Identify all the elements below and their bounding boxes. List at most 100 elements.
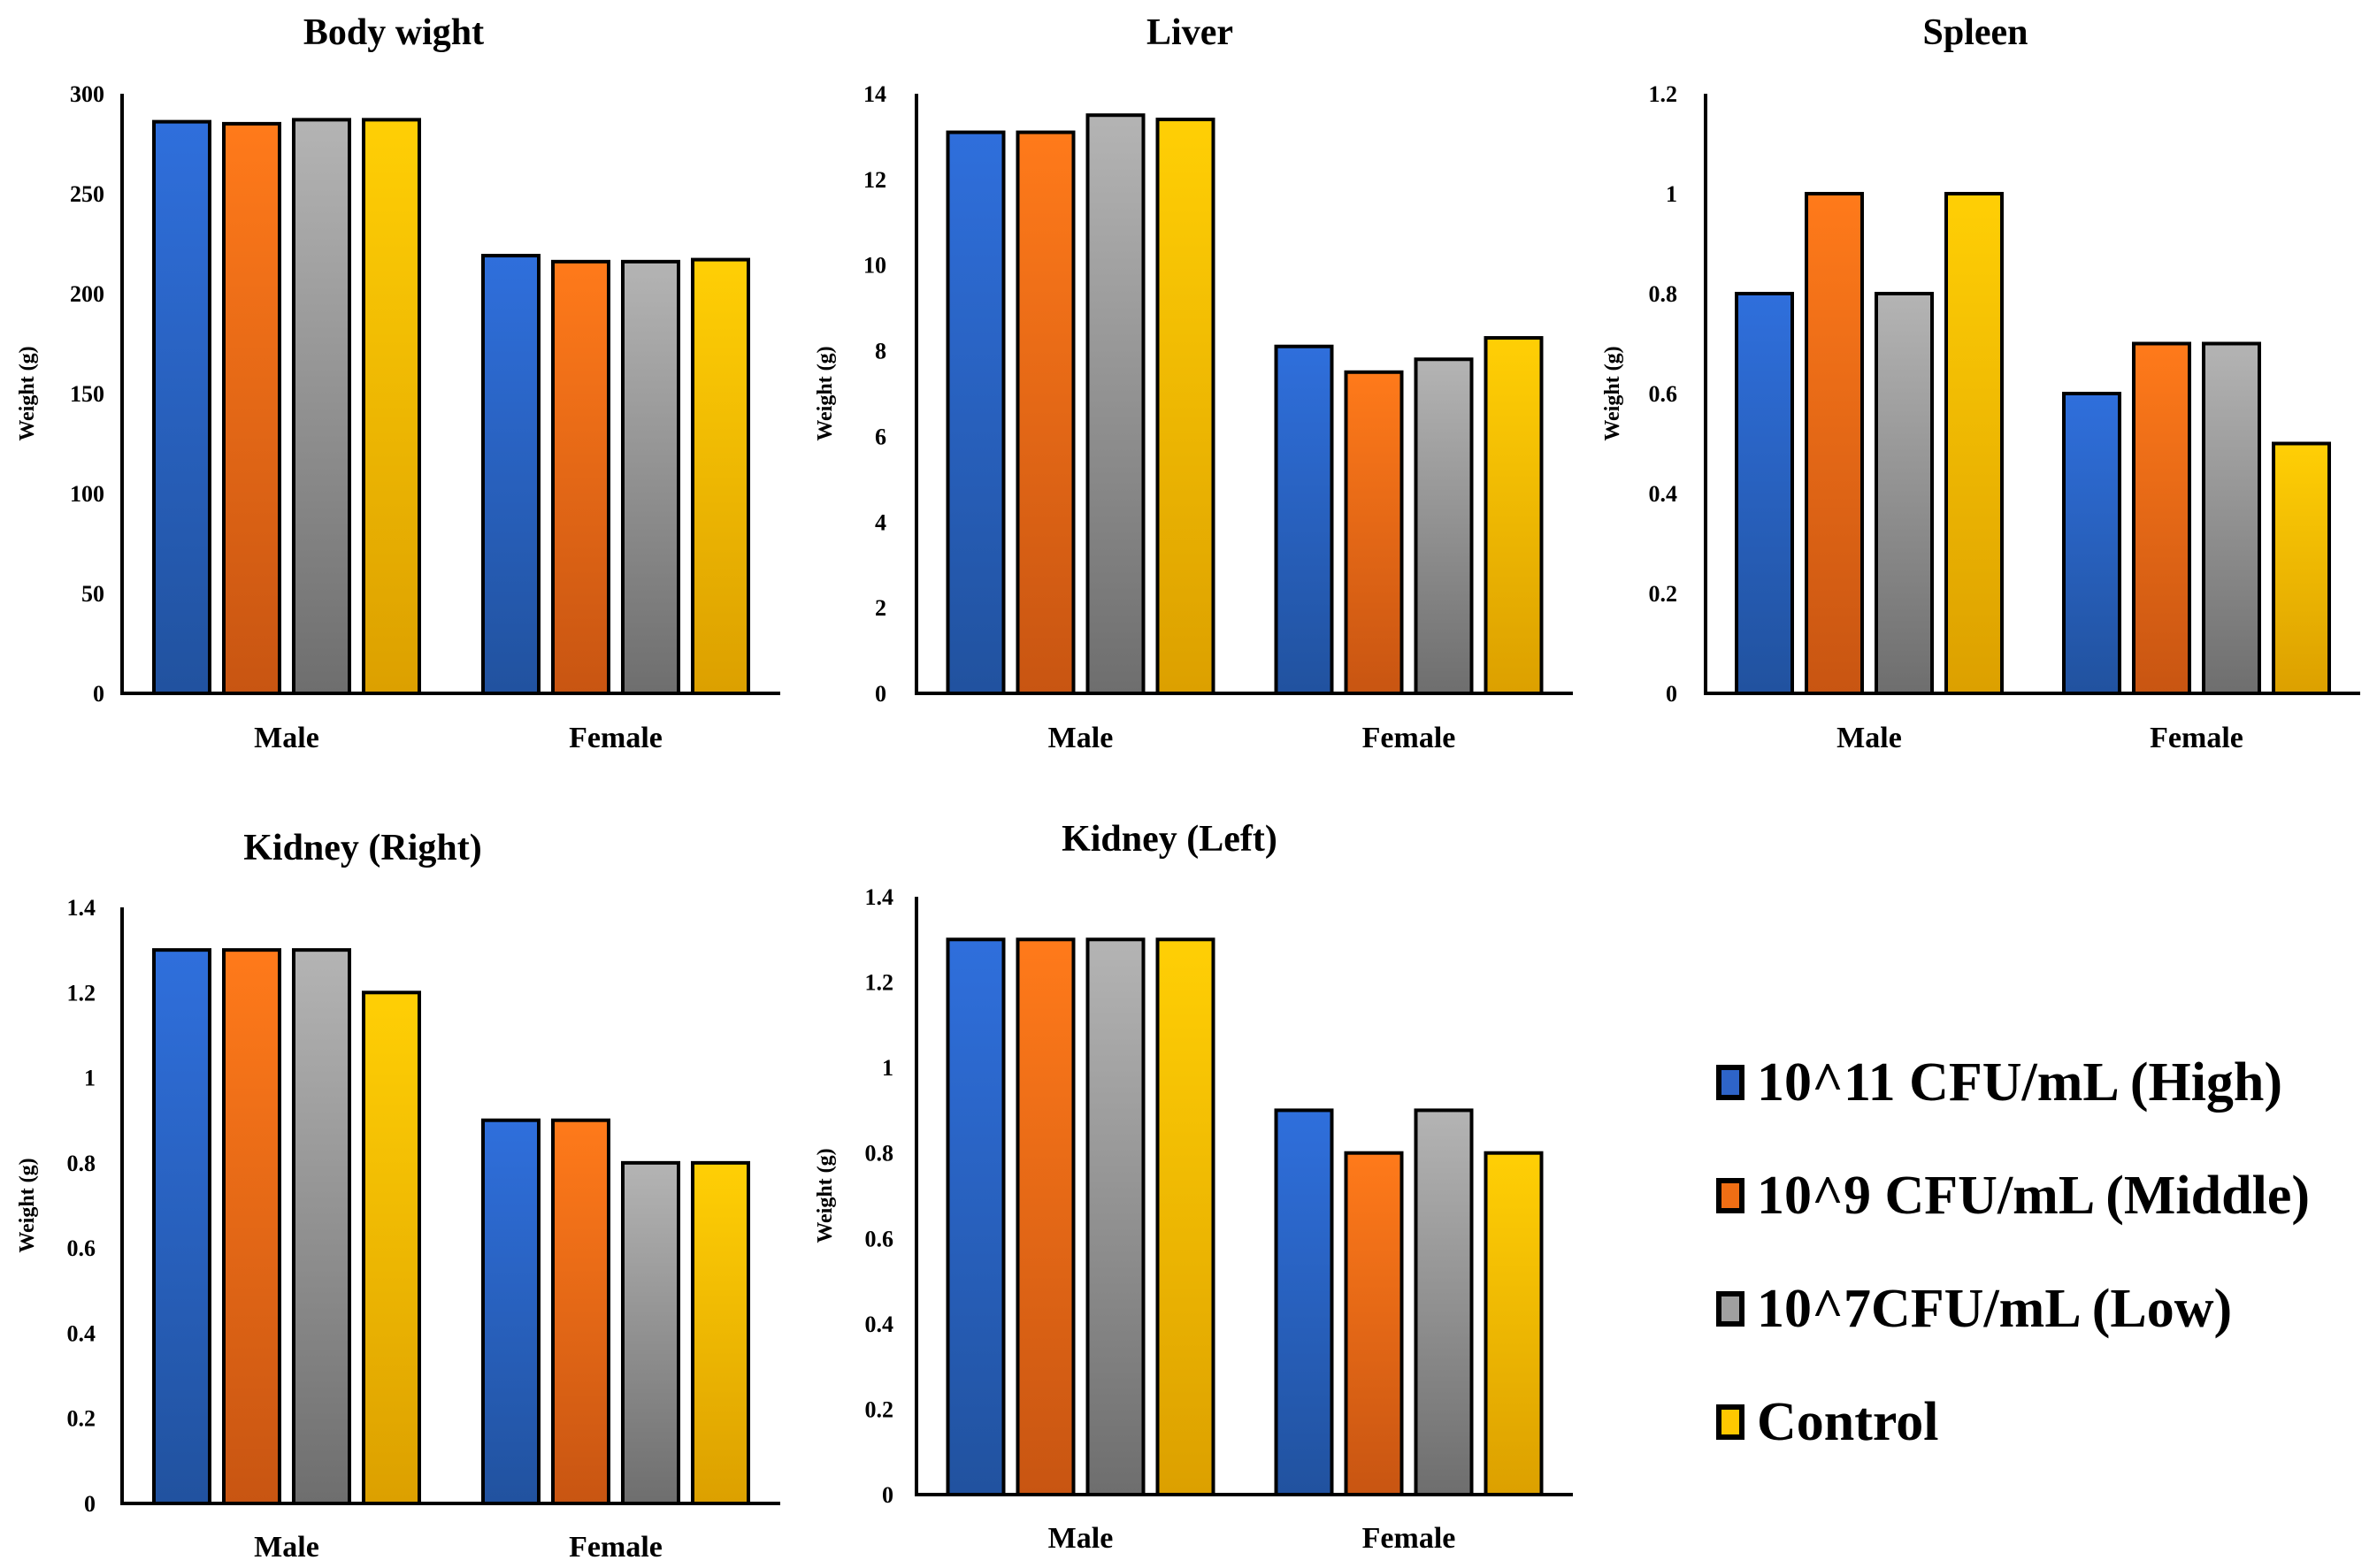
- bar-male-series-3: [292, 118, 351, 695]
- legend-swatch: [1716, 1404, 1744, 1440]
- x-category-label: Male: [254, 722, 319, 754]
- y-tick-label: 0: [1666, 681, 1677, 707]
- y-tick-label: 6: [875, 424, 886, 449]
- chart-title: Body wight: [303, 12, 484, 53]
- bar-male-series-4: [362, 118, 421, 695]
- bar-female-series-1: [2062, 392, 2121, 695]
- legend-label: 10^9 CFU/mL (Middle): [1757, 1165, 2310, 1226]
- chart-5: Kidney (Left) Weight (g) 0 0.2 0.4 0.6 0.8 1 1.2…: [814, 819, 1573, 1555]
- chart-title: Spleen: [1922, 12, 2028, 53]
- x-category-label: Female: [2150, 722, 2243, 754]
- bar-male-series-4: [1155, 937, 1215, 1497]
- bar-female-series-4: [691, 1160, 750, 1506]
- y-tick-label: 0: [882, 1482, 893, 1508]
- bar-male-series-4: [362, 991, 421, 1506]
- legend-label: 10^11 CFU/mL (High): [1757, 1052, 2283, 1113]
- bar-male-series-1: [152, 119, 211, 695]
- y-tick-label: 0.6: [67, 1235, 96, 1261]
- y-tick-label: 1.4: [865, 884, 894, 910]
- y-tick-label: 0.2: [1649, 581, 1678, 607]
- chart-title: Kidney (Right): [243, 828, 482, 868]
- bar-male-series-2: [222, 121, 281, 695]
- chart-1: Body wight Weight (g) 0 50 100 150 200 250 300 Ma…: [16, 12, 780, 754]
- y-tick-label: 1.2: [67, 980, 96, 1006]
- legend-swatch: [1716, 1291, 1744, 1327]
- x-category-label: Male: [1836, 722, 1902, 754]
- y-tick-label: 250: [70, 181, 104, 207]
- y-axis-label: Weight (g): [16, 1158, 39, 1252]
- y-tick-label: 1: [882, 1055, 893, 1081]
- bar-male-series-1: [946, 130, 1006, 696]
- bar-female-series-4: [2272, 441, 2331, 695]
- bar-female-series-2: [2132, 341, 2191, 695]
- bar-female-series-1: [1274, 344, 1334, 695]
- bar-female-series-3: [1414, 1108, 1474, 1497]
- legend-item: Control: [1716, 1365, 2310, 1479]
- chart-2: Liver Weight (g) 0 2 4 6 8 10 12 14 Male Female: [814, 12, 1573, 754]
- bar-male-series-1: [946, 937, 1006, 1497]
- bar-male-series-3: [1875, 292, 1934, 695]
- y-tick-label: 1.2: [1649, 81, 1678, 107]
- x-category-label: Female: [569, 1531, 663, 1564]
- bar-male-series-1: [152, 948, 211, 1505]
- y-tick-label: 150: [70, 381, 104, 407]
- bar-female-series-1: [1274, 1108, 1334, 1497]
- y-tick-label: 1: [84, 1066, 96, 1091]
- y-tick-label: 10: [863, 253, 886, 279]
- bar-female-series-3: [1414, 357, 1474, 695]
- bar-male-series-1: [1735, 292, 1794, 695]
- legend-swatch: [1716, 1065, 1744, 1100]
- y-tick-label: 0.6: [1649, 381, 1678, 407]
- y-tick-label: 0.2: [865, 1396, 894, 1422]
- y-tick-label: 0: [875, 681, 886, 707]
- y-axis-label: Weight (g): [814, 1148, 837, 1243]
- y-tick-label: 0.2: [67, 1406, 96, 1432]
- x-category-label: Male: [1048, 722, 1114, 754]
- y-tick-label: 4: [875, 509, 886, 535]
- y-tick-label: 1: [1666, 181, 1677, 207]
- x-category-label: Female: [1362, 1522, 1456, 1555]
- legend-item: 10^11 CFU/mL (High): [1716, 1026, 2310, 1139]
- legend: 10^11 CFU/mL (High) 10^9 CFU/mL (Middle) 1…: [1716, 1026, 2310, 1479]
- bar-female-series-2: [1344, 1151, 1404, 1496]
- bar-female-series-1: [481, 1118, 541, 1505]
- y-tick-label: 8: [875, 339, 886, 364]
- bar-female-series-4: [1484, 1151, 1544, 1496]
- y-tick-label: 0.4: [67, 1320, 96, 1346]
- legend-item: 10^7CFU/mL (Low): [1716, 1252, 2310, 1365]
- x-category-label: Male: [1048, 1522, 1114, 1555]
- y-tick-label: 100: [70, 481, 104, 507]
- legend-label: 10^7CFU/mL (Low): [1757, 1278, 2233, 1339]
- y-tick-label: 0.4: [1649, 481, 1678, 507]
- y-tick-label: 200: [70, 281, 104, 307]
- bar-male-series-3: [292, 948, 351, 1505]
- bar-male-series-2: [222, 948, 281, 1505]
- y-tick-label: 0.8: [865, 1141, 894, 1166]
- y-tick-label: 0.4: [865, 1312, 894, 1337]
- y-tick-label: 0.8: [1649, 281, 1678, 307]
- chart-title: Kidney (Left): [1062, 819, 1277, 860]
- bar-male-series-4: [1944, 192, 2004, 695]
- y-tick-label: 1.4: [67, 895, 96, 921]
- x-category-label: Male: [254, 1531, 319, 1564]
- bar-female-series-2: [1344, 370, 1404, 695]
- bar-male-series-3: [1085, 937, 1146, 1497]
- legend-item: 10^9 CFU/mL (Middle): [1716, 1139, 2310, 1252]
- chart-3: Spleen Weight (g) 0 0.2 0.4 0.6 0.8 1 1.2 Male Fem…: [1601, 12, 2360, 754]
- x-category-label: Female: [1362, 722, 1456, 754]
- y-tick-label: 2: [875, 595, 886, 621]
- bar-female-series-3: [621, 1160, 680, 1506]
- y-tick-label: 300: [70, 81, 104, 107]
- y-tick-label: 50: [81, 581, 104, 607]
- legend-label: Control: [1757, 1391, 1939, 1452]
- bar-male-series-2: [1016, 130, 1076, 696]
- y-tick-label: 14: [863, 81, 886, 107]
- bar-female-series-3: [621, 259, 680, 695]
- x-category-label: Female: [569, 722, 663, 754]
- bar-female-series-2: [551, 259, 610, 695]
- y-tick-label: 12: [863, 167, 886, 193]
- bar-male-series-2: [1805, 192, 1864, 695]
- y-tick-label: 0: [84, 1491, 96, 1517]
- y-axis-label: Weight (g): [1601, 346, 1624, 440]
- y-tick-label: 1.2: [865, 970, 894, 996]
